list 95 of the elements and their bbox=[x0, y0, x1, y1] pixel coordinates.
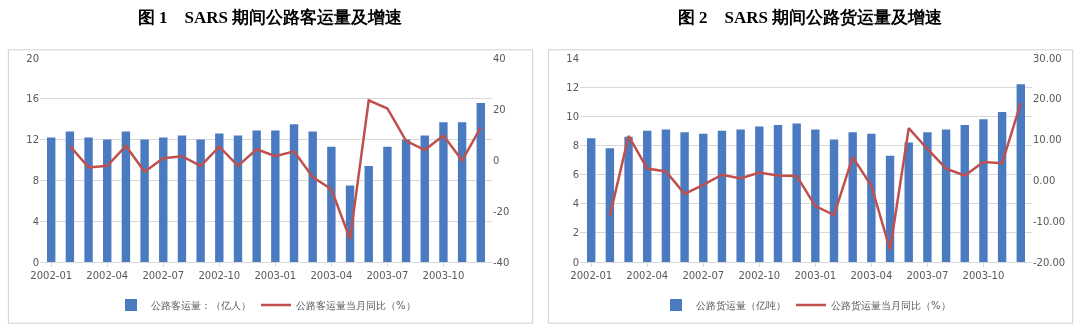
y-tick-label: 16 bbox=[26, 93, 39, 105]
bar bbox=[457, 122, 467, 262]
bar bbox=[717, 130, 727, 262]
legend-label: 公路货运量（亿吨） bbox=[696, 299, 786, 311]
bar bbox=[773, 125, 783, 262]
bar bbox=[624, 136, 633, 262]
bar bbox=[233, 135, 243, 262]
y2-tick-label: 30.00 bbox=[1033, 52, 1062, 64]
x-tick-label: 2003-10 bbox=[422, 270, 465, 281]
y-tick-label: 4 bbox=[32, 215, 39, 227]
bar bbox=[289, 124, 299, 262]
bar bbox=[829, 139, 839, 262]
bar bbox=[159, 137, 168, 262]
bar bbox=[327, 146, 336, 262]
x-tick-label: 2003-01 bbox=[254, 270, 297, 281]
x-tick-label: 2002-07 bbox=[142, 270, 185, 281]
bar bbox=[103, 139, 112, 262]
bar bbox=[661, 129, 671, 262]
y2-tick-label: 20.00 bbox=[1033, 93, 1062, 105]
chart-title: 图 1 SARS 期间公路客运量及增速 bbox=[137, 8, 403, 28]
bar bbox=[1016, 84, 1025, 262]
bar bbox=[47, 137, 56, 262]
x-tick-label: 2003-07 bbox=[366, 270, 409, 281]
bar bbox=[605, 148, 615, 262]
legend-label: 公路货运量当月同比（%） bbox=[831, 299, 951, 311]
y-tick-label: 20 bbox=[26, 52, 39, 64]
y-tick-label: 10 bbox=[566, 110, 579, 122]
bar bbox=[979, 119, 988, 262]
bar bbox=[699, 133, 708, 262]
x-tick-label: 2003-10 bbox=[962, 270, 1005, 281]
bar bbox=[941, 129, 951, 262]
y2-tick-label: -40 bbox=[493, 256, 510, 268]
bar bbox=[867, 133, 876, 262]
chart-title: 图 2 SARS 期间公路货运量及增速 bbox=[677, 8, 943, 28]
y-tick-label: 0 bbox=[32, 256, 39, 268]
y-tick-label: 8 bbox=[572, 139, 579, 151]
legend-label: 公路客运量当月同比（%） bbox=[296, 299, 416, 311]
x-tick-label: 2003-01 bbox=[794, 270, 837, 281]
bar bbox=[84, 137, 93, 262]
x-tick-label: 2002-04 bbox=[626, 270, 669, 281]
y-tick-label: 2 bbox=[572, 227, 579, 239]
bar bbox=[997, 111, 1007, 262]
bar bbox=[271, 130, 280, 262]
bar bbox=[680, 132, 689, 262]
x-tick-label: 2003-04 bbox=[850, 270, 893, 281]
y2-tick-label: 0 bbox=[493, 154, 500, 166]
bar bbox=[383, 146, 392, 262]
x-tick-label: 2003-07 bbox=[906, 270, 949, 281]
bar bbox=[848, 132, 857, 262]
line-series bbox=[608, 101, 1023, 252]
bar bbox=[960, 125, 969, 262]
y2-tick-label: 20 bbox=[493, 103, 506, 115]
bar bbox=[401, 139, 411, 262]
bar bbox=[439, 122, 448, 262]
x-tick-label: 2002-01 bbox=[30, 270, 73, 281]
bar bbox=[308, 131, 317, 262]
x-tick-label: 2002-10 bbox=[738, 270, 781, 281]
y2-tick-label: -10.00 bbox=[1033, 215, 1066, 227]
bar bbox=[643, 130, 652, 262]
y2-tick-label: 10.00 bbox=[1033, 134, 1062, 146]
bar bbox=[140, 139, 149, 262]
bar bbox=[792, 123, 801, 262]
line-series bbox=[68, 99, 483, 241]
bar bbox=[736, 129, 745, 262]
bar bbox=[476, 102, 485, 262]
y-tick-label: 4 bbox=[572, 198, 579, 210]
bar bbox=[420, 135, 429, 262]
bar bbox=[587, 138, 596, 262]
y2-tick-label: -20 bbox=[493, 205, 510, 217]
x-tick-label: 2002-07 bbox=[682, 270, 725, 281]
y-tick-label: 14 bbox=[566, 52, 579, 64]
y2-tick-label: -20.00 bbox=[1033, 256, 1066, 268]
y-tick-label: 12 bbox=[566, 81, 579, 93]
bar bbox=[215, 133, 224, 262]
y-tick-label: 12 bbox=[26, 134, 39, 146]
y-tick-label: 8 bbox=[32, 174, 39, 186]
y-tick-label: 6 bbox=[572, 169, 579, 181]
x-tick-label: 2003-04 bbox=[310, 270, 353, 281]
x-tick-label: 2002-10 bbox=[198, 270, 241, 281]
bar bbox=[811, 129, 820, 262]
bar bbox=[121, 131, 131, 262]
bar bbox=[904, 142, 913, 262]
bar bbox=[364, 166, 373, 262]
bar bbox=[196, 139, 205, 262]
x-tick-label: 2002-04 bbox=[86, 270, 129, 281]
bar bbox=[755, 126, 764, 262]
bar bbox=[252, 130, 261, 262]
bar bbox=[65, 131, 75, 262]
y-tick-label: 0 bbox=[572, 256, 579, 268]
y2-tick-label: 40 bbox=[493, 52, 506, 64]
legend-label: 公路客运量：（亿人） bbox=[151, 299, 251, 311]
bar bbox=[923, 132, 932, 262]
bar bbox=[177, 135, 187, 262]
x-tick-label: 2002-01 bbox=[570, 270, 613, 281]
y2-tick-label: 0.00 bbox=[1033, 174, 1056, 186]
